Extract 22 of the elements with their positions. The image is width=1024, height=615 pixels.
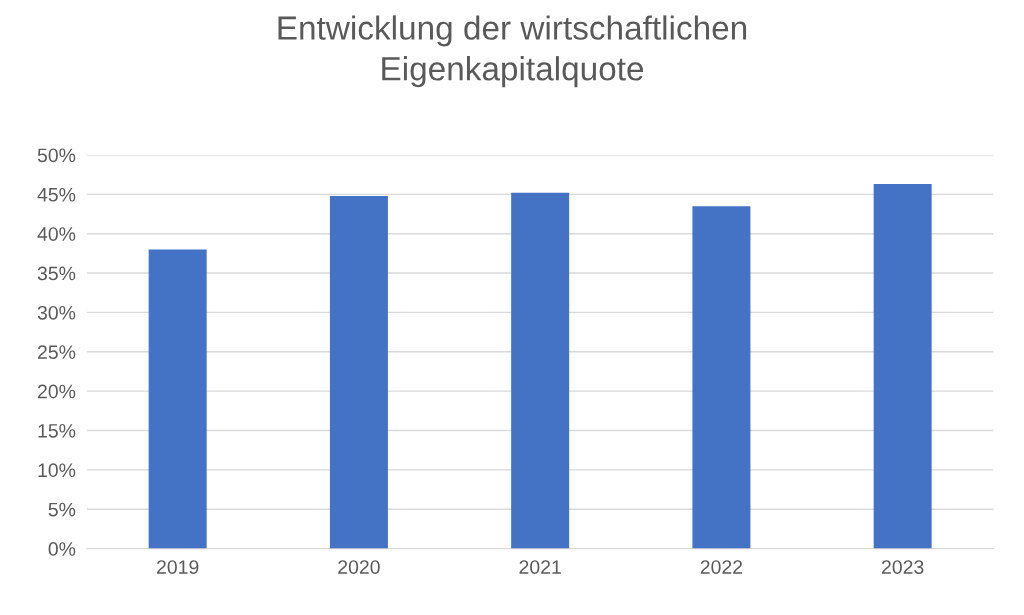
y-tick-label: 25% (37, 345, 76, 360)
bar (329, 195, 388, 549)
y-tick-label: 10% (38, 463, 76, 478)
chart-title: Entwicklung der wirtschaftlichen Eigenkapitalquote (278, 15, 747, 88)
y-tick-label: 15% (38, 424, 76, 438)
x-tick-label: 2023 (882, 560, 924, 574)
y-tick-label: 30% (37, 305, 76, 320)
y-tick-label: 45% (37, 187, 76, 202)
x-tick-label: 2020 (338, 560, 380, 574)
x-tick-label: 2022 (700, 560, 743, 574)
x-tick-label: 2021 (519, 560, 561, 574)
y-tick-label: 35% (37, 266, 76, 281)
y-tick-label: 20% (37, 384, 76, 399)
bar (511, 192, 570, 549)
x-tick-label: 2019 (157, 560, 199, 574)
y-tick-label: 0% (48, 542, 76, 556)
bar (873, 184, 932, 549)
y-tick-label: 50% (37, 148, 76, 163)
bar (692, 206, 751, 549)
y-tick-label: 5% (48, 502, 76, 517)
y-tick-label: 40% (37, 227, 76, 241)
bar (148, 249, 207, 549)
